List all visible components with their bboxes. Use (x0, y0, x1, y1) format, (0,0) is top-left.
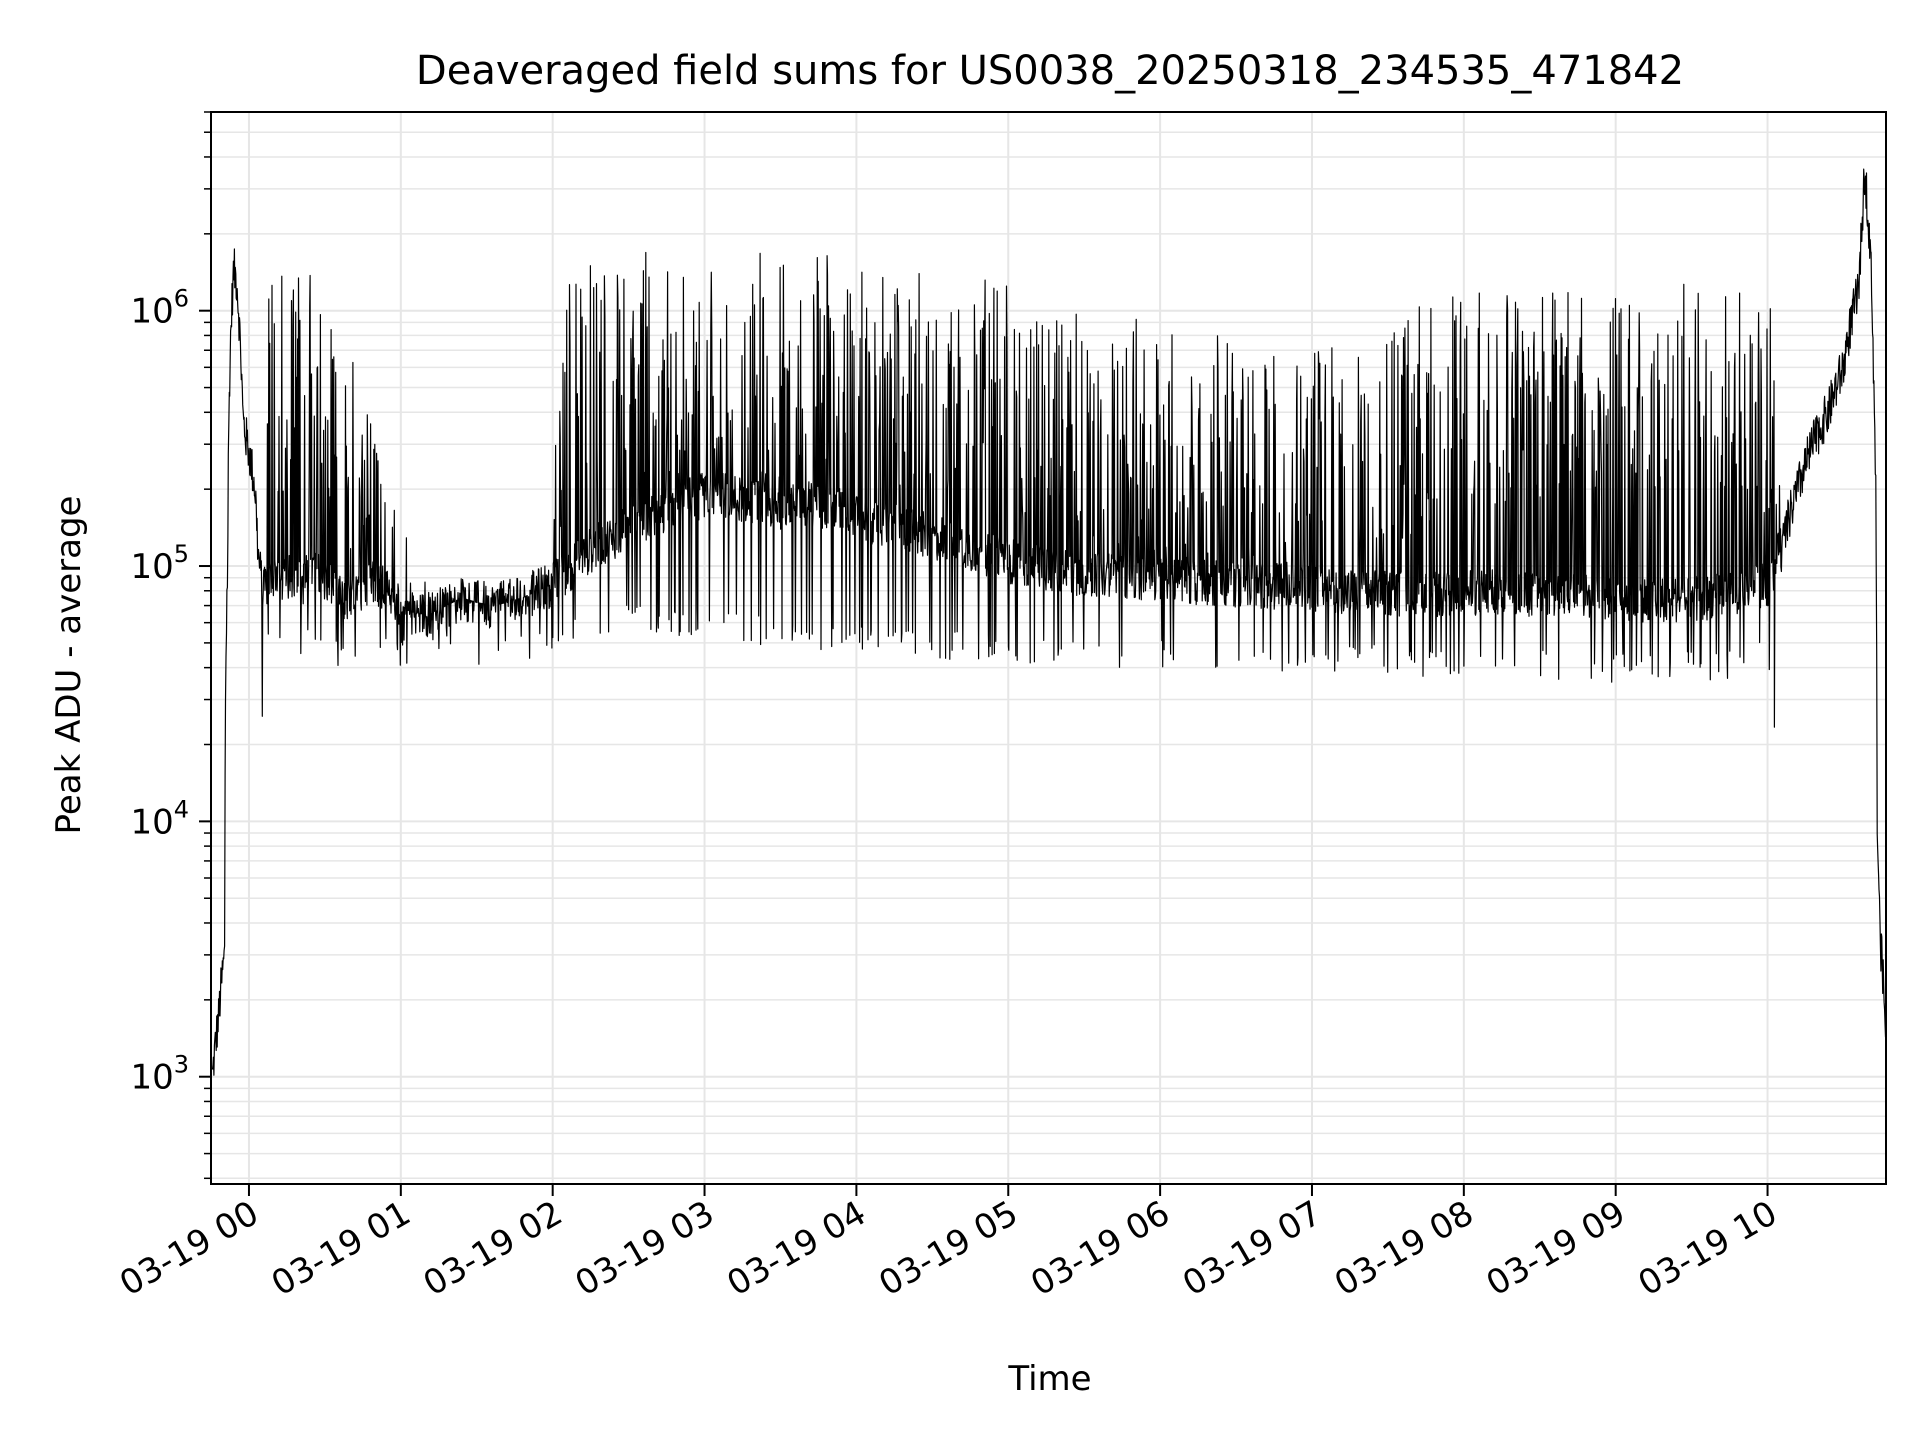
y-tick-exponent: 3 (174, 1051, 189, 1079)
y-tick-base: 10 (130, 292, 173, 332)
chart-title: Deaveraged field sums for US0038_2025031… (416, 48, 1684, 94)
y-tick-base: 10 (130, 1058, 173, 1098)
plot-frame (210, 111, 1887, 1185)
y-tick-exponent: 4 (174, 795, 189, 823)
y-tick-base: 10 (130, 547, 173, 587)
y-axis-label: Peak ADU - average (49, 496, 89, 835)
y-tick-label: 105 (130, 540, 189, 587)
y-tick-label: 104 (130, 795, 189, 842)
series-line (211, 168, 1887, 1076)
series-layer (211, 168, 1887, 1076)
y-tick-exponent: 5 (174, 540, 189, 568)
y-tick-label: 106 (130, 285, 189, 332)
grid (211, 111, 1886, 1184)
y-tick-base: 10 (130, 802, 173, 842)
y-tick-label: 103 (130, 1051, 189, 1098)
x-axis-label: Time (1007, 1359, 1091, 1399)
y-tick-exponent: 6 (174, 285, 189, 313)
